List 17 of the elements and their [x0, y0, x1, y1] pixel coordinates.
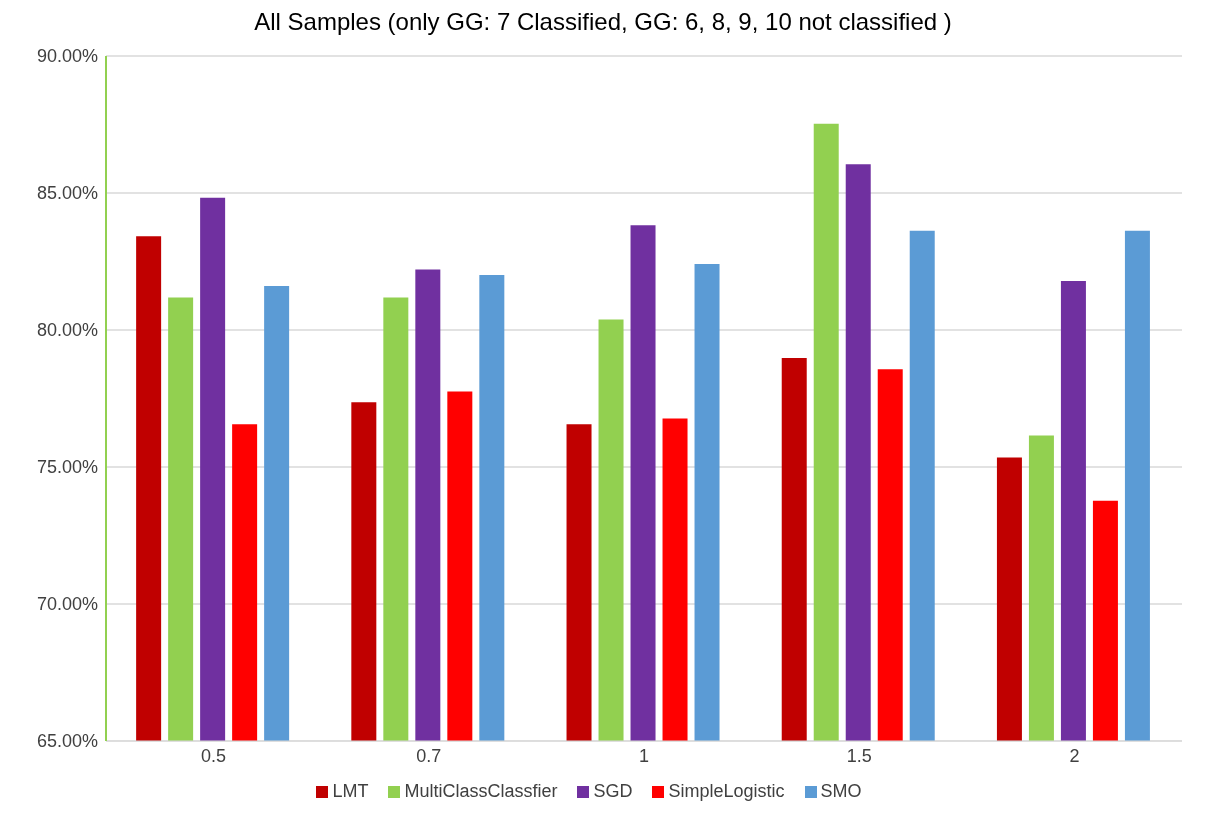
legend-label: SGD — [593, 781, 633, 801]
y-tick-label: 70.00% — [36, 594, 98, 615]
y-tick-label: 75.00% — [36, 457, 98, 478]
legend-label: SMO — [820, 781, 862, 801]
y-tick-label: 65.00% — [36, 731, 98, 752]
x-tick-label: 1.5 — [846, 745, 872, 766]
y-tick-label: 90.00% — [36, 46, 98, 67]
legend-label: SimpleLogistic — [668, 781, 785, 801]
x-tick-label: 0.7 — [416, 745, 442, 766]
y-tick-label: 85.00% — [36, 183, 98, 204]
x-tick-label: 1 — [638, 745, 650, 766]
legend-label: MultiClassClassfier — [404, 781, 558, 801]
x-tick-label: 0.5 — [201, 745, 227, 766]
legend-label: LMT — [332, 781, 369, 801]
chart-title: All Samples (only GG: 7 Classified, GG: 6, 8, 9, 10 not classified ) — [253, 8, 953, 36]
x-tick-label: 2 — [1069, 745, 1080, 766]
y-tick-label: 80.00% — [36, 320, 98, 341]
